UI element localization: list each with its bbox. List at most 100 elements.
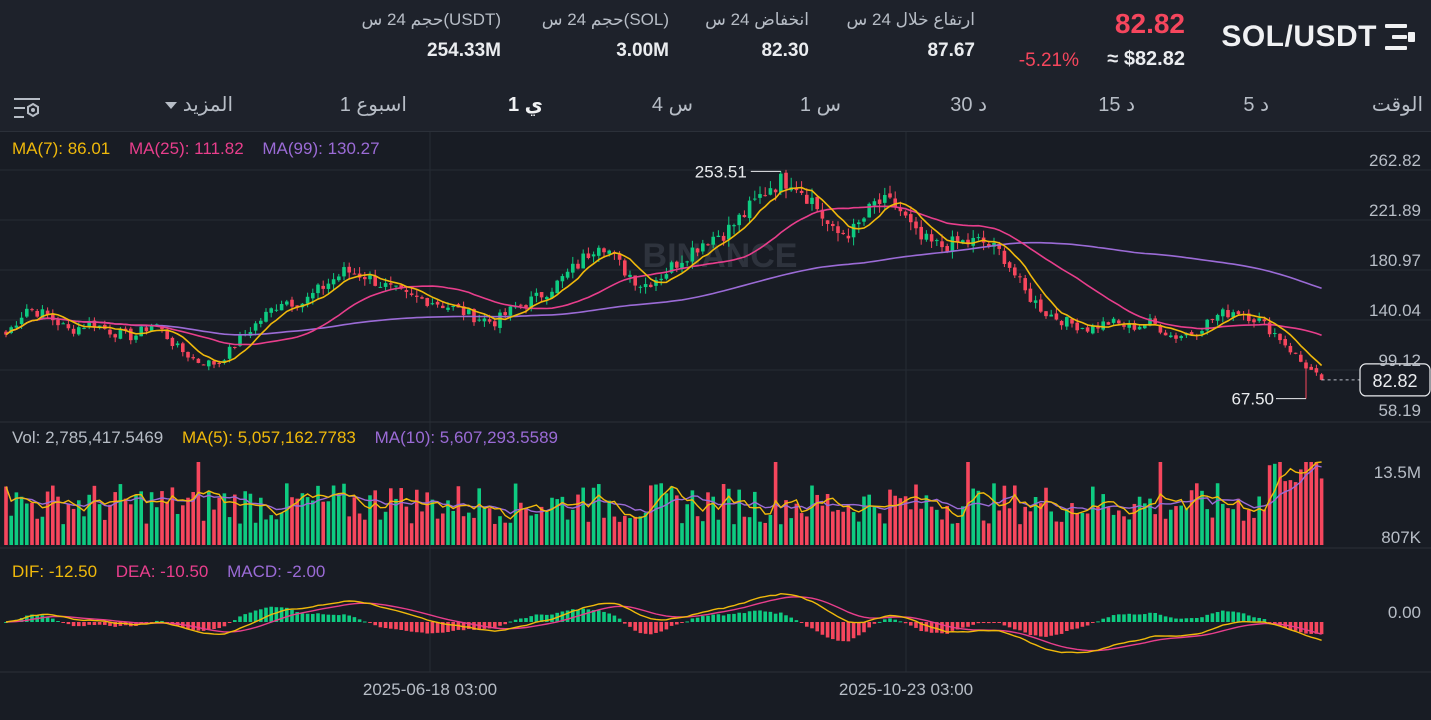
candle-body [233,346,237,348]
macd-bar [482,622,487,629]
macd-bar [1143,614,1147,622]
volume-bar [248,493,253,545]
pair-title[interactable]: SOL/USDT [1221,20,1377,53]
ma7-legend: MA(7): 86.01 [12,139,111,158]
volume-bar [1059,521,1064,545]
candle-body [763,195,767,197]
tab-interval-1w[interactable]: 1 اسبوع [339,94,407,116]
macd-bar [716,614,721,622]
macd-bar [831,622,835,640]
volume-bar [108,504,112,545]
candle-body [1028,288,1033,302]
macd-bar [1117,614,1121,622]
volume-bar [1075,513,1079,545]
macd-bar [987,622,991,624]
candle-body [773,189,778,193]
candle-body [394,285,398,287]
tab-interval-1d[interactable]: 1 ي [507,94,543,116]
tab-interval-30m[interactable]: 30 د [950,94,987,116]
candle-body [404,290,409,292]
candle-body [19,317,24,324]
candle-body [815,196,819,210]
volume-bar [97,504,102,545]
candle-body [602,248,606,253]
macd-bar [430,622,435,634]
volume-bar [919,508,923,545]
candle-body [316,284,320,294]
volume-bar [1153,514,1157,545]
macd-bar [227,622,232,623]
candle-body [409,293,414,295]
candle-body [279,303,284,311]
macd-bar [321,614,325,622]
volume-bar [425,492,429,545]
volume-bar [1013,485,1017,545]
candle-body [779,173,783,193]
tab-interval-5m[interactable]: 5 د [1243,94,1269,116]
macd-bar [586,609,591,622]
macd-bar [1262,619,1267,622]
macd-bar [1085,622,1090,626]
macd-bar [1215,612,1220,622]
volume-bar [1278,462,1282,545]
price-ma-legend: MA(7): 86.01 MA(25): 111.82 MA(99): 130.… [12,139,394,159]
volume-bar [768,514,773,545]
macd-bar [435,622,440,633]
macd-bar [909,622,913,626]
candle-body [914,221,918,229]
candle-body [321,285,325,289]
volume-bar [841,511,845,545]
tab-interval-4h[interactable]: 4 س [651,94,693,116]
macd-bar [1200,617,1204,622]
candle-body [482,318,487,322]
time-label[interactable]: الوقت [1371,94,1423,116]
tab-interval-1h[interactable]: 1 س [799,94,841,116]
chart-area[interactable]: BINANCE 253.51 67.50 82.82 262.82 221.89 180… [0,132,1431,720]
volume-bar [201,520,206,545]
volume-bar [290,497,294,545]
volume-bar [1210,517,1215,545]
candle-body [1257,318,1261,321]
volume-bar [123,498,128,545]
macd-bar [945,622,949,634]
candle-body [139,326,143,337]
volume-bar [300,493,305,545]
macd-bar [961,622,965,628]
candle-body [1205,319,1209,331]
candle-body [1262,319,1267,322]
volume-bar [955,523,960,545]
volume-bar [732,524,736,545]
volume-bar [181,505,185,545]
volume-bar [519,502,523,545]
candle-body [451,306,455,308]
macd-bar [1267,622,1272,623]
macd-bar [45,616,50,622]
candle-body [1013,267,1017,276]
tab-interval-15m[interactable]: 15 د [1098,94,1135,116]
candle-body [732,225,736,227]
macd-bar [643,622,648,634]
chart-settings-icon[interactable] [12,96,42,122]
macd-bar [1127,613,1131,622]
volume-bar [66,504,71,545]
volume-bar [976,490,981,545]
macd-bar [201,622,206,631]
volume-bar [399,488,403,545]
volume-bar [217,497,221,545]
volume-bar [737,489,741,545]
candle-body [363,277,367,280]
volume-bar [721,484,726,545]
macd-bar [97,622,102,625]
macd-bar [664,622,669,630]
more-dropdown[interactable]: المزيد [164,92,233,117]
volume-bar [560,496,565,545]
macd-bar [935,622,939,633]
macd-bar [326,614,331,622]
menu-icon[interactable] [1385,22,1415,52]
macd-bar [103,622,107,625]
candle-body [893,198,897,208]
volume-bar [690,490,695,545]
candle-body [909,214,913,223]
macd-bar [1174,618,1178,622]
macd-bar [524,618,528,622]
